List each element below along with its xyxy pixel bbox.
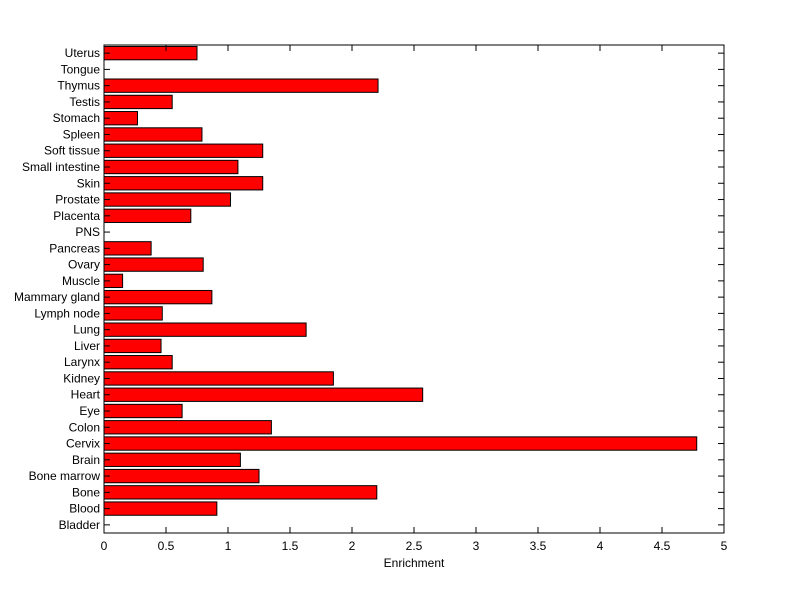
y-tick-label: Stomach <box>53 111 100 125</box>
y-tick-label: Bone marrow <box>29 469 101 483</box>
bar-bone <box>103 485 378 500</box>
y-tick-label: Soft tissue <box>44 144 100 158</box>
bar-colon <box>103 420 272 435</box>
y-tick-label: Thymus <box>57 79 100 93</box>
bar-ovary <box>103 257 204 272</box>
y-tick-label: Bladder <box>59 518 100 532</box>
plot-area-frame <box>103 44 725 534</box>
y-tick-label: Tongue <box>61 62 101 76</box>
bar-brain <box>103 452 241 467</box>
y-tick-label: Mammary gland <box>14 290 100 304</box>
y-tick-label: Ovary <box>68 258 100 272</box>
bar-placenta <box>103 208 192 223</box>
x-tick-label: 4 <box>597 539 604 553</box>
x-tick-label: 3 <box>473 539 480 553</box>
bar-heart <box>103 387 424 402</box>
bar-thymus <box>103 78 379 93</box>
y-tick-label: Placenta <box>53 209 100 223</box>
bar-uterus <box>103 45 198 61</box>
y-tick-label: Kidney <box>63 371 100 385</box>
x-tick-label: 2.5 <box>406 539 423 553</box>
x-tick-label: 1 <box>225 539 232 553</box>
y-tick-label: Cervix <box>66 437 100 451</box>
y-tick-label: Prostate <box>55 193 100 207</box>
ticks-layer <box>103 45 725 533</box>
y-tick-label: Lymph node <box>34 306 100 320</box>
bar-liver <box>103 338 162 354</box>
bar-prostate <box>103 192 231 207</box>
x-tick-label: 5 <box>721 539 728 553</box>
y-tick-label: Testis <box>69 95 100 109</box>
bar-lymph-node <box>103 306 163 321</box>
y-tick-label: Bone <box>72 485 100 499</box>
bar-mammary-gland <box>103 289 213 305</box>
y-tick-label: Skin <box>77 176 100 190</box>
y-tick-label: Muscle <box>62 274 100 288</box>
y-tick-label: Colon <box>69 420 100 434</box>
y-tick-label: Pancreas <box>49 241 100 255</box>
y-tick-label: Heart <box>71 388 101 402</box>
bar-bone-marrow <box>103 468 260 484</box>
bar-blood <box>103 501 218 516</box>
y-tick-label: Small intestine <box>22 160 100 174</box>
y-tick-label: Liver <box>74 339 100 353</box>
bar-skin <box>103 176 264 191</box>
y-tick-label: Eye <box>79 404 100 418</box>
bar-lung <box>103 322 307 337</box>
x-tick-label: 2 <box>349 539 356 553</box>
bar-cervix <box>103 436 698 451</box>
bar-kidney <box>103 371 334 386</box>
x-axis-title: Enrichment <box>384 556 445 570</box>
y-tick-label: Blood <box>69 502 100 516</box>
bar-testis <box>103 94 173 110</box>
y-tick-label: Uterus <box>65 46 100 60</box>
bar-spleen <box>103 127 203 142</box>
x-tick-label: 4.5 <box>654 539 671 553</box>
x-tick-label: 1.5 <box>282 539 299 553</box>
bar-pancreas <box>103 241 152 256</box>
y-tick-label: Spleen <box>63 127 100 141</box>
labels-layer: Uterus Tongue Thymus Testis Stomach Spleen Sof… <box>14 46 728 553</box>
bar-small-intestine <box>103 159 239 175</box>
y-tick-label: PNS <box>75 225 100 239</box>
x-tick-label: 3.5 <box>530 539 547 553</box>
bar-eye <box>103 403 183 419</box>
bar-larynx <box>103 355 173 370</box>
x-tick-label: 0 <box>101 539 108 553</box>
y-tick-label: Brain <box>72 453 100 467</box>
x-tick-label: 0.5 <box>158 539 175 553</box>
bar-soft-tissue <box>103 143 264 158</box>
y-tick-label: Lung <box>73 323 100 337</box>
y-tick-label: Larynx <box>64 355 100 369</box>
